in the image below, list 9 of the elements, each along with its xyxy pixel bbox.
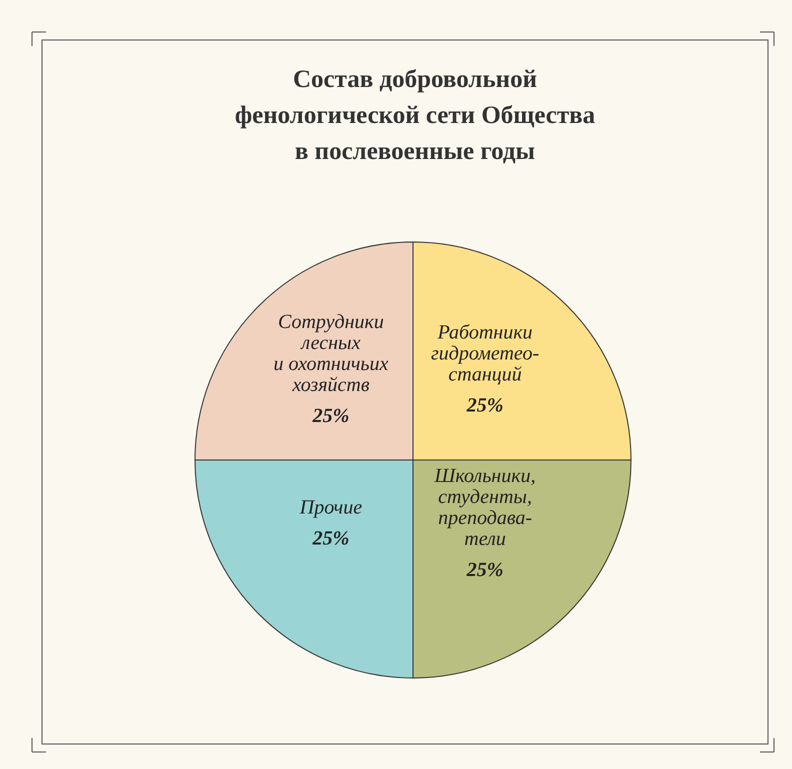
slice-label: Школьники, студенты, преподава- тели bbox=[434, 465, 536, 550]
data-label: 25% bbox=[312, 404, 350, 427]
slice-label: Прочие bbox=[298, 496, 362, 519]
chart-title: Состав добровольной фенологической сети Общества в послевоенные годы bbox=[234, 65, 596, 167]
slice-label: Работники гидрометео- станций bbox=[430, 321, 540, 386]
data-label: 25% bbox=[466, 559, 504, 582]
data-label: 25% bbox=[466, 394, 504, 416]
slice-label: Сотрудники лесных и охотничьих хозяйств bbox=[273, 310, 388, 396]
data-label: 25% bbox=[312, 528, 350, 550]
